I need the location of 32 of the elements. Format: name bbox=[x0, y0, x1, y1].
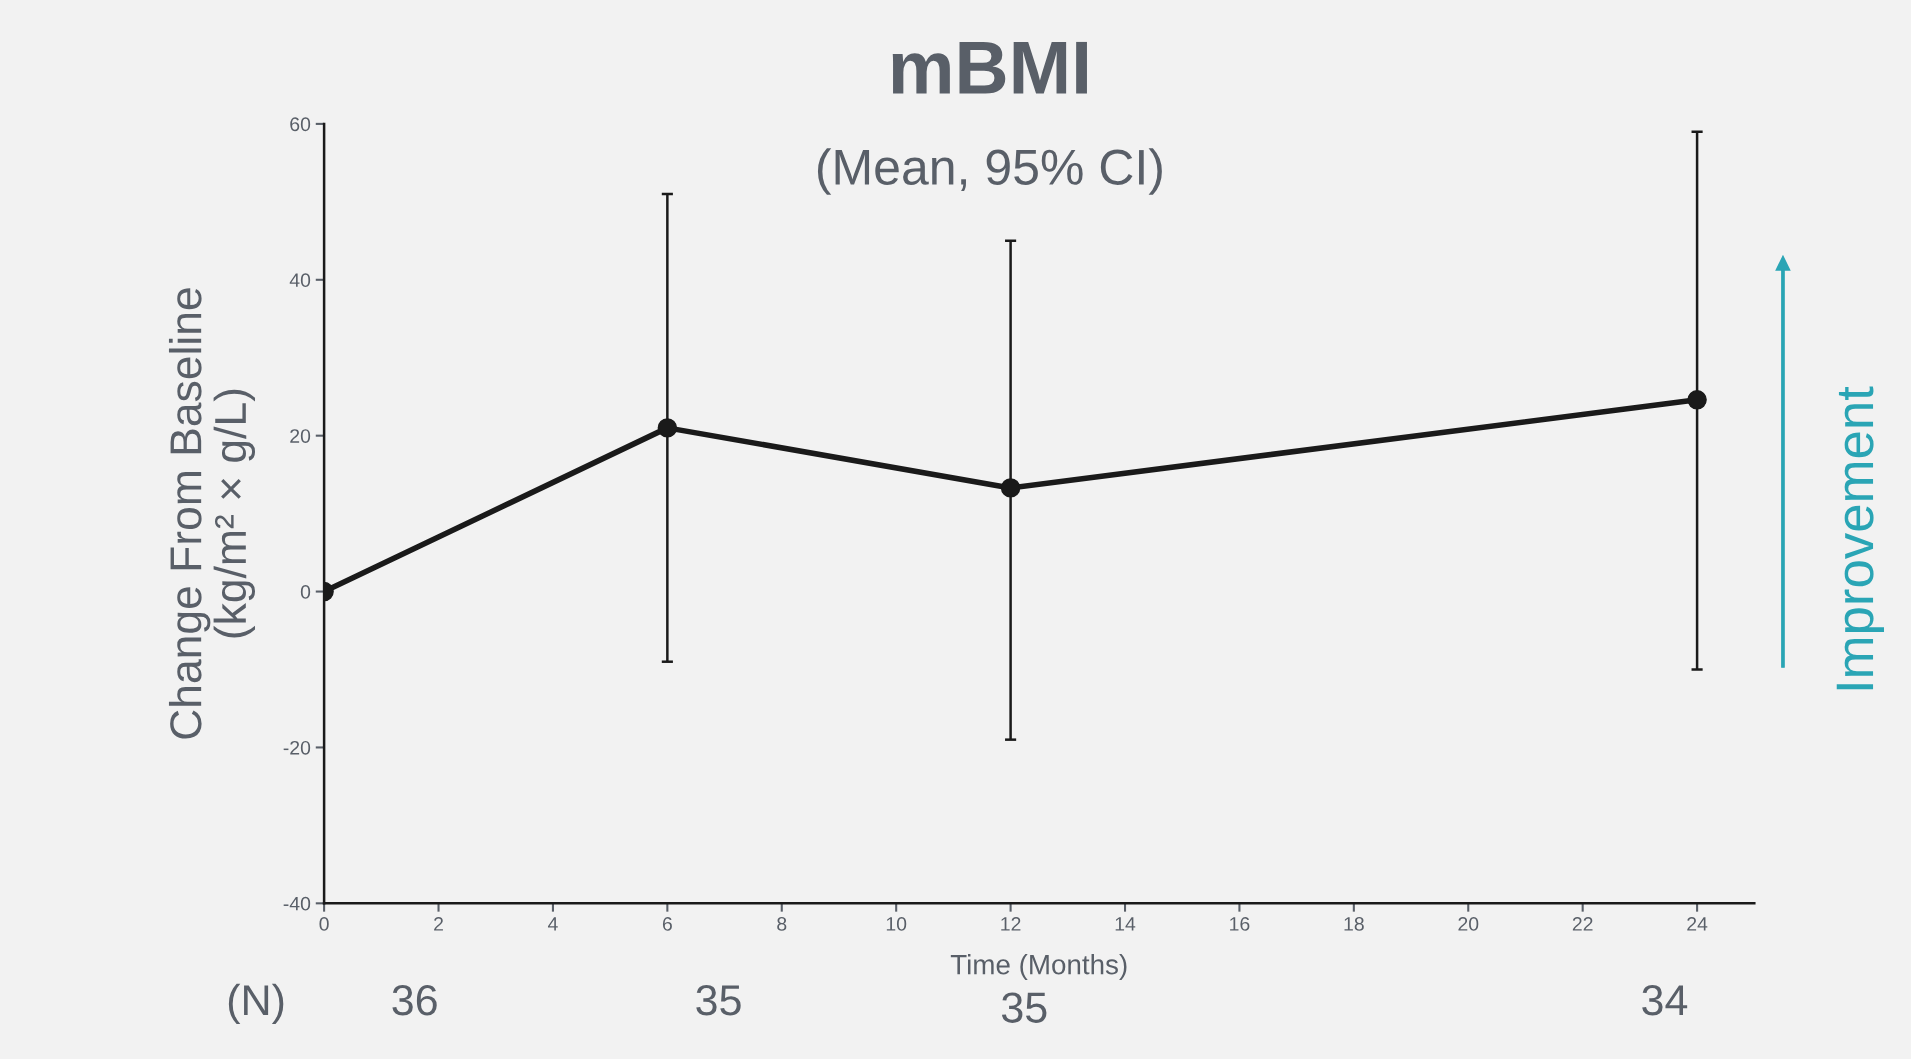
y-tick-label: -40 bbox=[283, 896, 311, 911]
chart-title: mBMI bbox=[892, 41, 1087, 94]
text: 35 bbox=[696, 985, 741, 1016]
x-tick-label: 0 bbox=[319, 917, 329, 931]
y-tick-label: -20 bbox=[283, 740, 311, 755]
y-tick-label: 40 bbox=[289, 273, 311, 288]
x-tick-label: 18 bbox=[1344, 917, 1364, 931]
y-tick-label: 0 bbox=[300, 585, 311, 599]
x-tick-label: 22 bbox=[1572, 917, 1593, 931]
point bbox=[1687, 390, 1707, 410]
x-axis-title: Time (Months) bbox=[950, 954, 1127, 980]
text: 34 bbox=[1642, 985, 1688, 1016]
x-tick-label: 4 bbox=[547, 917, 558, 931]
x-tick-label: 16 bbox=[1230, 917, 1250, 931]
text: Improvement bbox=[1836, 386, 1884, 690]
y-tick-label: 20 bbox=[290, 429, 311, 443]
y-tick-label: 60 bbox=[290, 117, 311, 132]
text: 35 bbox=[1001, 992, 1047, 1023]
x-tick-label: 20 bbox=[1458, 917, 1479, 931]
text: 36 bbox=[392, 985, 437, 1016]
x-tick-label: 12 bbox=[1001, 917, 1021, 931]
chart-subtitle: (Mean, 95% CI) bbox=[817, 148, 1162, 195]
text: (N) bbox=[228, 983, 284, 1024]
x-tick-label: 14 bbox=[1115, 917, 1136, 931]
x-tick-label: 24 bbox=[1687, 917, 1708, 931]
x-tick-label: 2 bbox=[434, 917, 443, 931]
x-tick-label: 8 bbox=[777, 917, 787, 931]
y-axis-title: Change From Baseline (kg/m² × g/L) bbox=[168, 288, 256, 739]
point bbox=[657, 418, 678, 438]
x-tick-label: 6 bbox=[662, 917, 672, 931]
point bbox=[1000, 478, 1021, 498]
x-tick-label: 10 bbox=[886, 917, 907, 931]
